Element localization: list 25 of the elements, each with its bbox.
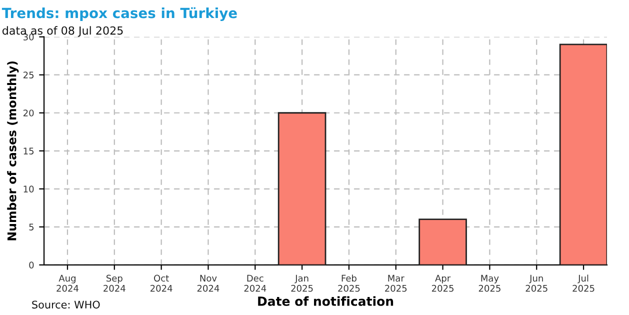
x-tick-label: Jul 2025 [572,274,594,292]
x-tick-label: Sep 2024 [104,274,126,292]
chart-title: Trends: mpox cases in Türkiye [2,7,237,22]
x-tick-label: Dec 2024 [244,274,266,292]
bar [418,218,467,265]
bar [559,44,607,265]
y-tick-label: 10 [24,186,34,192]
y-tick-label: 15 [24,148,34,154]
x-tick-label: May 2025 [478,274,500,292]
x-tick-label: Aug 2024 [56,274,78,292]
y-axis-title: Number of cases (monthly) [7,61,19,240]
y-tick-label: 20 [23,110,34,116]
x-tick-label: Jan 2025 [291,274,313,292]
x-tick-label: Jun 2025 [526,274,548,292]
x-tick-label: Feb 2025 [338,274,360,292]
y-tick-label: 25 [23,72,34,78]
x-tick-label: Apr 2025 [432,274,454,292]
source-note: Source: WHO [32,300,100,309]
x-tick-label: Nov 2024 [197,274,220,292]
bar [278,112,326,265]
x-tick-label: Oct 2024 [150,274,172,292]
y-tick-label: 5 [29,224,34,230]
x-tick-label: Mar 2025 [385,274,407,292]
x-axis-title: Date of notification [258,296,394,306]
y-tick-label: 0 [29,262,34,268]
